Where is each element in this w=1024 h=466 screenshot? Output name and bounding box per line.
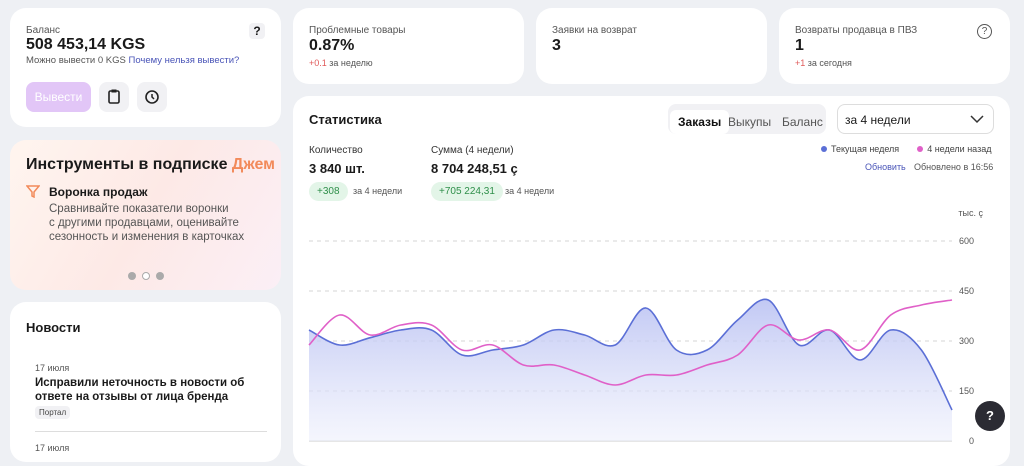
news-title[interactable]: Исправили неточность в новости об ответе … [35, 376, 244, 404]
title: Инструменты в подписке Джем [26, 156, 275, 174]
label: Баланс [26, 25, 61, 36]
history-button[interactable] [137, 82, 167, 112]
item-text: Сравнивайте показатели воронки с другими… [49, 202, 244, 244]
line: ответе на отзывы от лица бренда [35, 391, 229, 403]
updated: Обновлено в 16:56 [914, 162, 994, 172]
item-title: Воронка продаж [49, 185, 148, 199]
delta: +0.1 за неделю [309, 58, 373, 68]
note-text: Можно вывести 0 KGS [26, 55, 126, 66]
period: за 4 недели [845, 113, 911, 127]
divider [35, 431, 267, 432]
tabs: Заказы Выкупы Баланс [668, 104, 826, 134]
note: Можно вывести 0 KGS Почему нельзя вывест… [26, 55, 239, 66]
news-card: Новости 17 июля Исправили неточность в н… [10, 302, 281, 462]
tab[interactable]: Заказы [670, 110, 730, 134]
delta-note: за 4 недели [353, 186, 403, 196]
sum-label: Сумма (4 недели) [431, 145, 514, 156]
refresh[interactable]: Обновить [865, 162, 906, 172]
delta-note: за сегодня [807, 58, 852, 68]
returns-card: Заявки на возврат 3 [536, 8, 767, 84]
line: с другими продавцами, оценивайте [49, 217, 239, 229]
icon [145, 90, 159, 104]
tag: Портал [35, 406, 71, 419]
sum-delta: +705 224,31 [431, 182, 503, 201]
quantity-label: Количество [309, 145, 363, 156]
date: 17 июля [35, 363, 70, 373]
problems-card: Проблемные товары 0.87% +0.1 за неделю [293, 8, 524, 84]
title-text: Инструменты в подписке [26, 156, 228, 173]
delta-note: за 4 недели [505, 186, 555, 196]
delta-value: +0.1 [309, 58, 327, 68]
accent: Джем [231, 156, 275, 173]
title: Заявки на возврат [552, 25, 637, 36]
delta: +1 за сегодня [795, 58, 852, 68]
tab[interactable]: Баланс [782, 115, 823, 129]
link[interactable]: Почему нельзя вывести? [128, 55, 240, 66]
title: Статистика [309, 112, 382, 127]
legend-item: Текущая неделя [821, 144, 899, 154]
line: сезонность и изменения в карточках [49, 231, 245, 243]
tab[interactable]: Выкупы [728, 115, 772, 129]
title: Проблемные товары [309, 25, 406, 36]
legend-dot [821, 146, 827, 152]
sum: 8 704 248,51 ç [431, 161, 518, 176]
line: Сравнивайте показатели воронки [49, 203, 229, 215]
page: {"help_icon":"?", "balance":{"label":"Ба… [10, 8, 1010, 466]
help[interactable]: ? [249, 23, 265, 39]
delta-value: +1 [795, 58, 806, 68]
help[interactable]: ? [977, 24, 992, 39]
date: 17 июля [35, 443, 70, 453]
legend-item: 4 недели назад [917, 144, 991, 154]
value: 3 [552, 37, 561, 54]
chevron [970, 115, 984, 124]
legend-label: Текущая неделя [831, 144, 900, 154]
balance-card: Баланс 508 453,14 KGS Можно вывести 0 KG… [10, 8, 281, 127]
legend: Текущая неделя 4 недели назад [821, 144, 991, 154]
withdraw-button[interactable]: Вывести [26, 82, 91, 112]
subscription-card: Инструменты в подписке Джем Воронка прод… [10, 140, 281, 290]
clipboard-button[interactable] [99, 82, 129, 112]
stats-card: Статистика Заказы Выкупы Баланс за 4 нед… [293, 96, 1010, 466]
delta-note: за неделю [329, 58, 373, 68]
title: Возвраты продавца в ПВЗ [795, 25, 918, 36]
quantity-delta: +308 [309, 182, 348, 201]
line: Исправили неточность в новости об [35, 377, 245, 389]
icon [108, 89, 120, 104]
title: Новости [26, 320, 81, 335]
quantity: 3 840 шт. [309, 161, 365, 176]
value: 0.87% [309, 37, 355, 54]
help-fab[interactable]: ? [975, 401, 1005, 431]
value: 1 [795, 37, 804, 54]
carousel-dots[interactable] [126, 270, 166, 282]
funnel-icon [26, 185, 40, 198]
period-select[interactable]: за 4 недели [837, 104, 994, 134]
pvz-card: Возвраты продавца в ПВЗ 1 +1 за сегодня … [779, 8, 1010, 84]
legend-label: 4 недели назад [927, 144, 992, 154]
amount: 508 453,14 KGS [26, 36, 146, 53]
legend-dot [917, 146, 924, 152]
